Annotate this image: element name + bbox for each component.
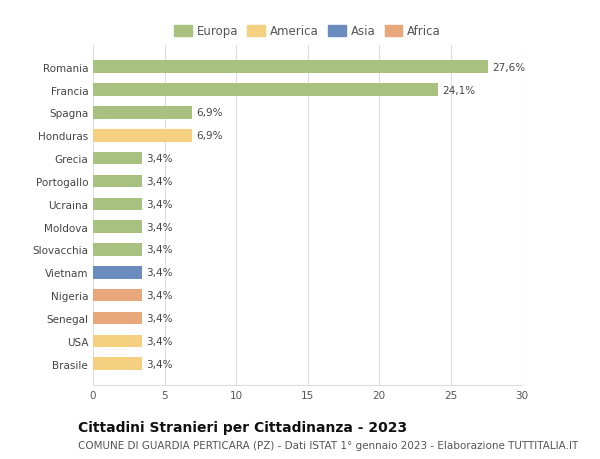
Bar — [93, 84, 437, 97]
Text: 3,4%: 3,4% — [146, 268, 172, 278]
Bar — [93, 62, 488, 74]
Text: 24,1%: 24,1% — [442, 85, 475, 95]
Bar — [93, 221, 142, 233]
Bar — [93, 107, 191, 119]
Bar — [93, 175, 142, 188]
Text: 3,4%: 3,4% — [146, 199, 172, 209]
Text: 3,4%: 3,4% — [146, 245, 172, 255]
Text: 3,4%: 3,4% — [146, 291, 172, 301]
Bar — [93, 358, 142, 370]
Bar — [93, 198, 142, 211]
Text: 3,4%: 3,4% — [146, 359, 172, 369]
Bar — [93, 244, 142, 256]
Text: COMUNE DI GUARDIA PERTICARA (PZ) - Dati ISTAT 1° gennaio 2023 - Elaborazione TUT: COMUNE DI GUARDIA PERTICARA (PZ) - Dati … — [78, 440, 578, 450]
Legend: Europa, America, Asia, Africa: Europa, America, Asia, Africa — [172, 23, 443, 40]
Bar — [93, 312, 142, 325]
Text: 3,4%: 3,4% — [146, 154, 172, 164]
Bar — [93, 130, 191, 142]
Text: 3,4%: 3,4% — [146, 177, 172, 186]
Text: 3,4%: 3,4% — [146, 336, 172, 346]
Bar — [93, 152, 142, 165]
Bar — [93, 289, 142, 302]
Text: 3,4%: 3,4% — [146, 222, 172, 232]
Text: Cittadini Stranieri per Cittadinanza - 2023: Cittadini Stranieri per Cittadinanza - 2… — [78, 420, 407, 434]
Text: 6,9%: 6,9% — [196, 108, 223, 118]
Text: 27,6%: 27,6% — [492, 62, 525, 73]
Text: 3,4%: 3,4% — [146, 313, 172, 323]
Text: 6,9%: 6,9% — [196, 131, 223, 141]
Bar — [93, 266, 142, 279]
Bar — [93, 335, 142, 347]
